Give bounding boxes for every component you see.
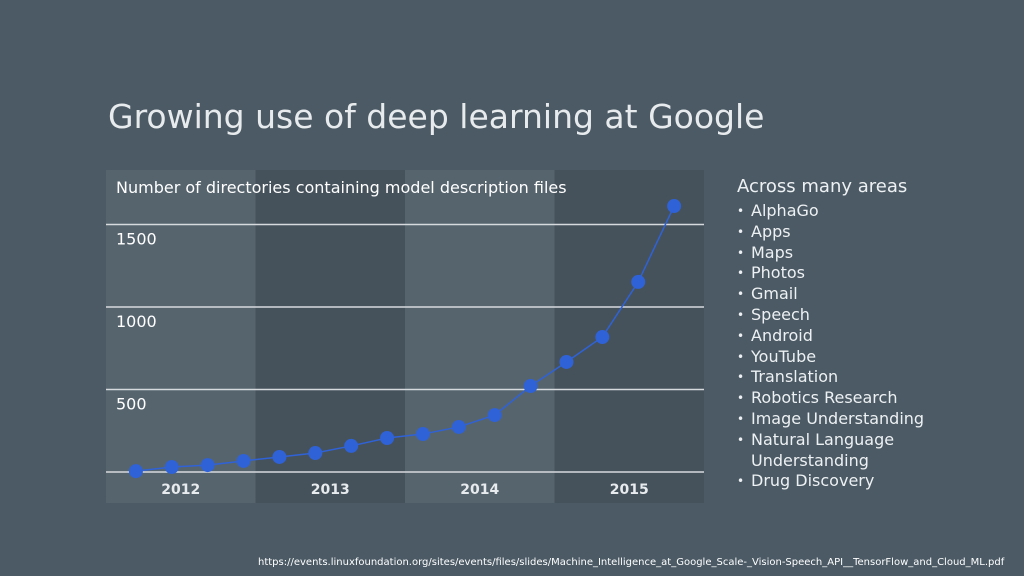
y-tick-label: 1500 (116, 230, 157, 249)
x-tick-label: 2012 (161, 482, 200, 498)
area-item: Translation (737, 367, 926, 388)
year-band (106, 170, 256, 503)
area-item: Maps (737, 243, 926, 264)
point (487, 408, 502, 423)
x-tick-label: 2015 (610, 482, 649, 498)
y-tick-label: 500 (116, 395, 147, 414)
area-item: Photos (737, 263, 926, 284)
chart-title: Number of directories containing model d… (116, 178, 567, 197)
area-item: AlphaGo (737, 201, 926, 222)
x-tick-label: 2014 (460, 482, 499, 498)
point (523, 379, 538, 394)
point (164, 460, 179, 475)
area-item: Image Understanding (737, 409, 926, 430)
point (415, 427, 430, 442)
source: https://events.linuxfoundation.org/sites… (258, 557, 1005, 568)
items: AlphaGoAppsMapsPhotosGmailSpeechAndroidY… (737, 201, 937, 492)
point (631, 274, 646, 289)
point (667, 199, 682, 214)
point (128, 464, 143, 479)
areas-list: Across many areas AlphaGoAppsMapsPhotosG… (737, 176, 937, 492)
point (380, 431, 395, 446)
plot: 2012 2013 2014 2015 500 1000 1500 (106, 170, 704, 503)
year-band (554, 170, 704, 503)
x-tick-label: 2013 (311, 482, 350, 498)
point (559, 354, 574, 369)
point (236, 453, 251, 468)
series-line (135, 205, 675, 472)
y-tick-label: 1000 (116, 312, 157, 331)
area-item: Speech (737, 305, 926, 326)
point (200, 458, 215, 473)
area-item: Natural Language Understanding (737, 430, 926, 472)
year-band (405, 170, 555, 503)
point (344, 438, 359, 453)
area-item: Drug Discovery (737, 471, 926, 492)
point (595, 330, 610, 345)
year-band (255, 170, 405, 503)
area-item: Android (737, 326, 926, 347)
area-item: Apps (737, 222, 926, 243)
slide-title: Growing use of deep learning at Google (108, 97, 764, 136)
area-item: YouTube (737, 347, 926, 368)
point (451, 419, 466, 434)
areas-heading: Across many areas (737, 176, 908, 197)
point (308, 446, 323, 461)
area-item: Robotics Research (737, 388, 926, 409)
point (272, 449, 287, 464)
area-item: Gmail (737, 284, 926, 305)
